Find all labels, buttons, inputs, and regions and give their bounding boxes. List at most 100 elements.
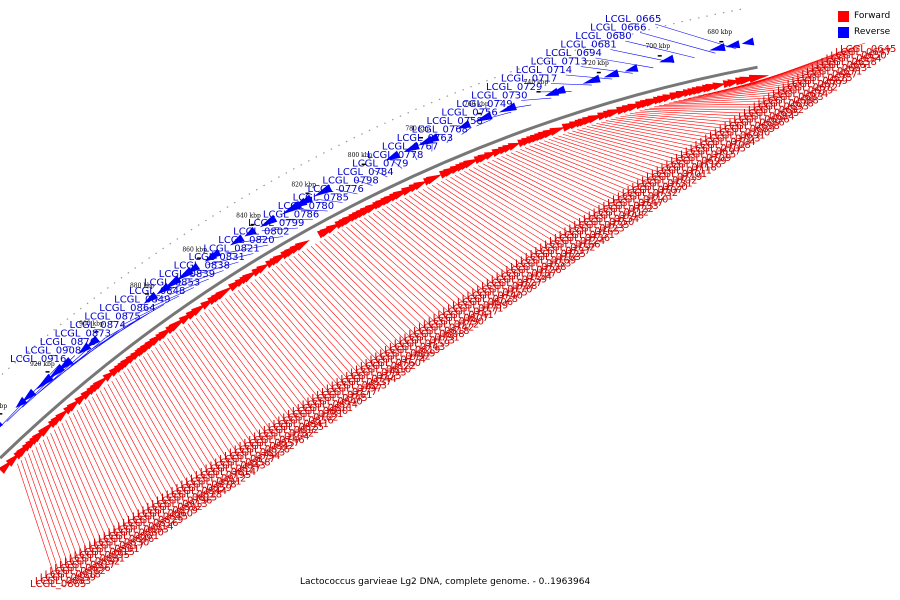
forward-gene-arrow — [294, 239, 310, 251]
forward-gene-label: LCGL_0846 — [98, 534, 154, 545]
forward-gene-label: LCGL_0741 — [437, 310, 493, 321]
forward-leader-line — [346, 226, 449, 319]
forward-leader-line — [31, 449, 75, 566]
forward-gene-label: LCGL_0777 — [321, 387, 377, 398]
forward-gene-label: LCGL_0747 — [607, 198, 663, 209]
forward-leader-line — [179, 329, 259, 444]
reverse-gene-label: LCGL_0768 — [412, 125, 468, 136]
forward-leader-line — [293, 255, 390, 358]
forward-leader-line — [567, 132, 681, 166]
forward-gene-label: LCGL_0735 — [573, 220, 629, 231]
forward-gene-label: LCGL_0877 — [219, 454, 275, 465]
reverse-leader-line — [137, 287, 194, 314]
forward-leader-line — [46, 436, 95, 553]
legend-reverse-label: Reverse — [854, 27, 891, 37]
forward-gene-label: LCGL_0824 — [302, 400, 358, 411]
forward-gene-label: LCGL_0761 — [316, 390, 372, 401]
forward-gene-label: LCGL_0697 — [685, 147, 741, 158]
forward-leader-line — [663, 100, 778, 105]
forward-leader-line — [24, 456, 65, 572]
kbp-tick-label: 860 kbp — [182, 246, 207, 253]
forward-gene-label: LCGL_0689 — [719, 124, 775, 135]
forward-gene-label: LCGL_0661 — [816, 60, 872, 71]
forward-gene-label: LCGL_0797 — [326, 384, 382, 395]
forward-gene-label: LCGL_0762 — [282, 412, 338, 423]
forward-gene-label: LCGL_0751 — [559, 230, 615, 241]
forward-leader-line — [591, 124, 706, 150]
forward-gene-label: LCGL_0815 — [161, 493, 217, 504]
forward-leader-line — [586, 126, 701, 153]
forward-gene-label: LCGL_0675 — [796, 73, 852, 84]
forward-gene-label: LCGL_0715 — [680, 150, 736, 161]
forward-gene-label: LCGL_0828 — [166, 489, 222, 500]
gene-labels: LCGL_0665LCGL_0666LCGL_0680LCGL_0681LCGL… — [10, 14, 896, 590]
forward-leader-line — [693, 81, 807, 98]
forward-leader-line — [634, 111, 749, 121]
reverse-gene-label: LCGL_0908 — [25, 346, 81, 357]
forward-gene-label: LCGL_0858 — [214, 457, 270, 468]
forward-leader-line — [175, 332, 255, 447]
forward-gene-label: LCGL_0711 — [656, 166, 712, 177]
reverse-gene-label: LCGL_0767 — [382, 142, 438, 153]
forward-gene-label: LCGL_0744 — [340, 374, 396, 385]
forward-leader-line — [208, 309, 293, 422]
forward-gene-label: LCGL_0674 — [772, 89, 828, 100]
reverse-gene-arrow — [55, 357, 74, 373]
reverse-gene-arrow — [603, 69, 620, 78]
forward-leader-line — [254, 279, 347, 386]
forward-gene-label: LCGL_0693 — [753, 102, 809, 113]
forward-leader-line — [468, 169, 579, 233]
forward-gene-label: LCGL_0861 — [103, 531, 159, 542]
reverse-gene-label: LCGL_0798 — [322, 176, 378, 187]
forward-leader-line — [510, 152, 623, 204]
reverse-gene-arrow — [659, 54, 675, 63]
reverse-gene-label: LCGL_0799 — [248, 218, 304, 229]
forward-gene-label: LCGL_0830 — [93, 537, 149, 548]
forward-swatch — [838, 10, 849, 22]
reverse-gene-arrow — [385, 150, 401, 161]
forward-gene-label: LCGL_0845 — [132, 512, 188, 523]
forward-leader-line — [220, 300, 308, 412]
forward-gene-label: LCGL_0857 — [243, 438, 299, 449]
forward-leader-line — [284, 261, 381, 364]
forward-gene-label: LCGL_0807 — [433, 313, 489, 324]
forward-leader-line — [131, 365, 201, 483]
forward-gene-label: LCGL_0862 — [64, 557, 120, 568]
forward-gene-label: LCGL_0781 — [287, 409, 343, 420]
reverse-gene-label: LCGL_0681 — [560, 40, 616, 51]
reverse-leader-line — [412, 152, 418, 161]
forward-gene-arrow — [191, 303, 207, 316]
reverse-gene-label: LCGL_0717 — [501, 74, 557, 85]
forward-leader-line — [139, 359, 211, 476]
reverse-leader-line — [280, 219, 313, 221]
forward-leader-line — [258, 276, 352, 383]
reverse-gene-arrow — [313, 184, 333, 197]
gene-arrows — [0, 37, 770, 474]
forward-gene-label: LCGL_0856 — [277, 416, 333, 427]
reverse-leader-line — [243, 236, 284, 243]
forward-leader-line — [241, 287, 332, 396]
forward-leader-line — [644, 109, 759, 114]
forward-gene-label: LCGL_0727 — [486, 278, 542, 289]
forward-gene-label: LCGL_0812 — [263, 425, 319, 436]
forward-gene-label: LCGL_0859 — [176, 483, 232, 494]
forward-leader-line — [163, 341, 240, 457]
forward-leader-line — [111, 380, 177, 499]
reverse-leader-line — [550, 83, 592, 86]
forward-gene-label: LCGL_0696 — [733, 114, 789, 125]
forward-leader-line — [135, 362, 206, 479]
forward-gene-label: LCGL_0724 — [549, 236, 605, 247]
reverse-gene-arrow — [259, 214, 278, 228]
reverse-gene-label: LCGL_0665 — [605, 14, 661, 25]
forward-gene-label: LCGL_0737 — [534, 246, 590, 257]
forward-gene-label: LCGL_0709 — [675, 153, 731, 164]
reverse-leader-line — [595, 57, 654, 69]
reverse-gene-label: LCGL_0785 — [293, 193, 349, 204]
forward-leader-line — [337, 231, 439, 326]
forward-gene-arrow — [413, 180, 428, 191]
forward-gene-label: LCGL_0792 — [374, 352, 430, 363]
forward-leader-line — [88, 399, 148, 518]
forward-gene-label: LCGL_0883 — [35, 576, 91, 587]
forward-leader-line — [250, 281, 342, 390]
forward-gene-label: LCGL_0796 — [156, 496, 212, 507]
